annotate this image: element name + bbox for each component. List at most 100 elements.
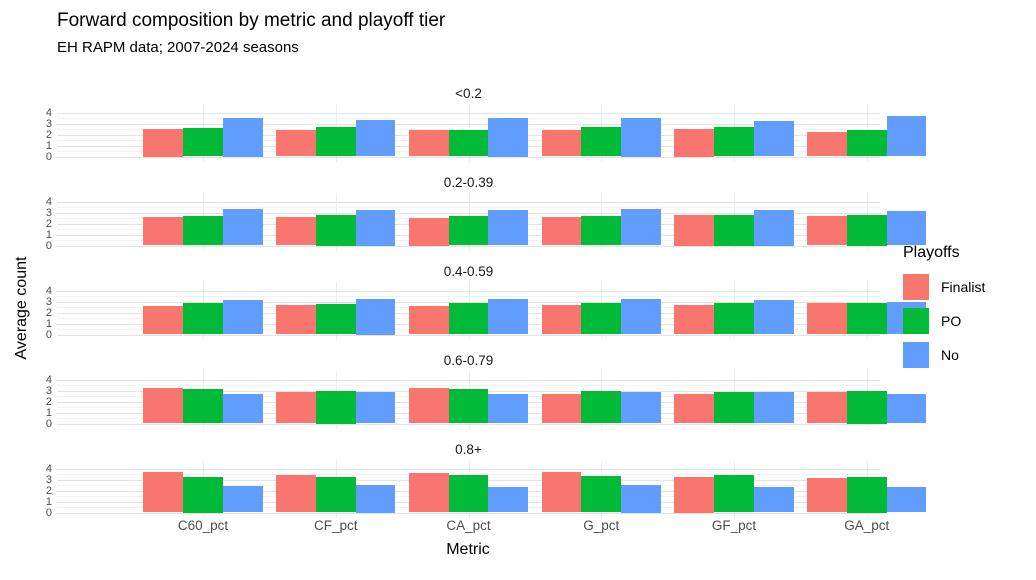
bar-no xyxy=(488,393,529,424)
bar-po xyxy=(315,390,356,424)
facet-strip-label: <0.2 xyxy=(455,86,482,101)
gridline xyxy=(57,129,880,130)
gridline xyxy=(57,379,880,381)
bar-finalist xyxy=(541,471,582,513)
y-tick-label: 3 xyxy=(45,206,52,219)
bar-finalist xyxy=(806,215,847,246)
bar-finalist xyxy=(806,478,847,513)
y-tick-label: 0 xyxy=(45,417,52,430)
chart-title: Forward composition by metric and playof… xyxy=(57,10,446,31)
x-tick-label: CF_pct xyxy=(313,518,358,533)
gridline xyxy=(57,118,880,119)
legend: Playoffs Finalist PO No xyxy=(903,244,985,376)
bar-finalist xyxy=(143,306,184,335)
bar-no xyxy=(222,485,263,513)
y-tick-label: 4 xyxy=(45,373,52,386)
gridline xyxy=(57,385,880,386)
y-tick-label: 0 xyxy=(45,239,52,252)
bar-po xyxy=(714,127,754,157)
bar-po xyxy=(448,129,489,157)
bar-no xyxy=(355,209,396,246)
bar-finalist xyxy=(408,388,449,424)
bar-no xyxy=(753,392,794,424)
bar-finalist xyxy=(674,215,715,246)
facet-strip-label: 0.2-0.39 xyxy=(443,175,494,190)
bar-po xyxy=(581,475,622,513)
bar-po xyxy=(448,302,489,335)
bar-no xyxy=(886,393,927,424)
y-tick-label: 1 xyxy=(45,139,52,152)
gridline xyxy=(57,474,880,475)
bar-po xyxy=(448,389,489,424)
bar-no xyxy=(488,210,529,246)
facet-panel xyxy=(57,371,927,429)
bar-po xyxy=(846,303,887,335)
bar-po xyxy=(714,303,754,335)
bar-finalist xyxy=(806,391,847,424)
facet-strip-label: 0.8+ xyxy=(455,442,482,457)
x-tick-label: GA_pct xyxy=(844,518,890,533)
y-tick-label: 1 xyxy=(45,495,52,508)
bar-finalist xyxy=(276,391,316,424)
bar-no xyxy=(222,209,263,246)
y-tick-label: 0 xyxy=(45,506,52,519)
y-tick-label: 2 xyxy=(45,217,52,230)
bar-no xyxy=(621,485,661,513)
y-tick-label: 1 xyxy=(45,228,52,241)
bar-finalist xyxy=(541,217,582,246)
y-tick-label: 2 xyxy=(45,484,52,497)
bar-po xyxy=(448,215,489,246)
bar-no xyxy=(753,209,794,246)
bar-po xyxy=(183,388,223,424)
bar-no xyxy=(488,118,529,157)
y-tick-label: 1 xyxy=(45,317,52,330)
legend-swatch-no xyxy=(903,342,929,368)
bar-po xyxy=(183,476,223,513)
bar-no xyxy=(621,118,661,157)
bar-finalist xyxy=(143,216,184,246)
bar-finalist xyxy=(541,129,582,157)
x-tick-label: CA_pct xyxy=(446,518,491,533)
y-tick-label: 2 xyxy=(45,128,52,141)
bar-finalist xyxy=(143,472,184,513)
bar-finalist xyxy=(408,306,449,335)
bar-po xyxy=(714,215,754,246)
gridline xyxy=(57,334,880,336)
bar-finalist xyxy=(276,304,316,335)
bar-finalist xyxy=(276,475,316,513)
bar-finalist xyxy=(806,132,847,157)
y-tick-label: 4 xyxy=(45,106,52,119)
bar-po xyxy=(448,475,489,513)
gridline xyxy=(57,245,880,247)
y-tick-label: 4 xyxy=(45,284,52,297)
legend-label: Finalist xyxy=(941,279,986,295)
y-tick-label: 2 xyxy=(45,395,52,408)
bar-po xyxy=(581,215,622,246)
y-tick-label: 0 xyxy=(45,328,52,341)
x-axis-title: Metric xyxy=(446,541,490,558)
gridline xyxy=(57,123,880,125)
bar-po xyxy=(846,215,887,246)
y-tick-label: 1 xyxy=(45,406,52,419)
bar-po xyxy=(581,303,622,335)
y-axis-title: Average count xyxy=(13,256,30,360)
bar-finalist xyxy=(806,302,847,335)
bar-no xyxy=(488,486,529,513)
gridline xyxy=(57,112,880,114)
bar-po xyxy=(846,130,887,157)
bar-no xyxy=(355,120,396,157)
bar-po xyxy=(183,303,223,335)
bar-finalist xyxy=(408,218,449,246)
bar-po xyxy=(315,215,356,246)
legend-label: PO xyxy=(941,313,962,329)
gridline xyxy=(57,296,880,297)
y-tick-label: 3 xyxy=(45,384,52,397)
x-tick-label: GF_pct xyxy=(711,518,757,533)
bar-no xyxy=(753,300,794,335)
bar-no xyxy=(886,116,927,157)
bar-no xyxy=(222,118,263,157)
x-tick-label: C60_pct xyxy=(177,518,229,533)
bar-no xyxy=(621,299,661,335)
bar-po xyxy=(581,391,622,424)
